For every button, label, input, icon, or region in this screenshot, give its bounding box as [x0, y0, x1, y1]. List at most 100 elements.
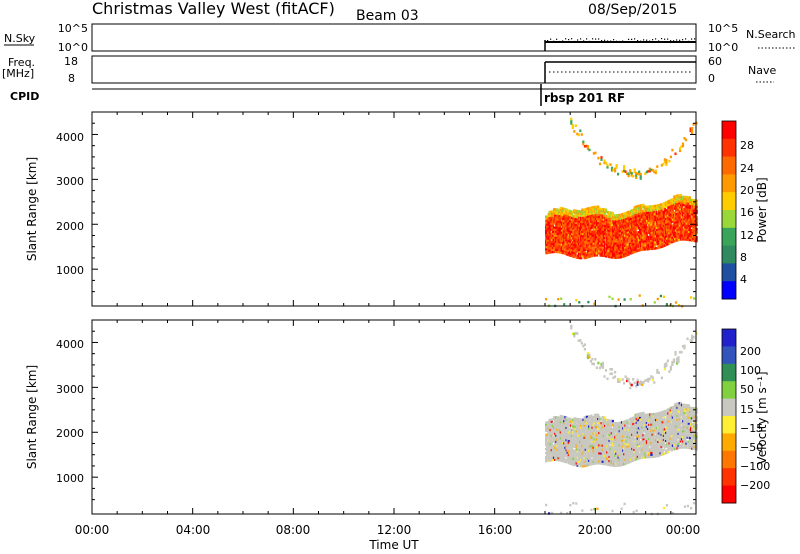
- range-gate-cell: [652, 237, 655, 240]
- range-gate-cell: [678, 236, 681, 239]
- range-gate-cell: [653, 213, 656, 216]
- range-gate-cell: [695, 205, 698, 208]
- range-gate-cell: [685, 216, 688, 219]
- range-gate-cell: [608, 233, 611, 236]
- range-gate-cell: [563, 425, 566, 429]
- range-gate-cell: [650, 427, 653, 430]
- range-gate-cell: [591, 440, 594, 443]
- range-gate-cell: [588, 215, 591, 218]
- range-gate-cell: [636, 247, 639, 250]
- range-gate-cell: [571, 214, 574, 217]
- range-gate-cell: [636, 449, 639, 452]
- range-gate-cell: [665, 205, 668, 208]
- range-gate-cell: [563, 303, 566, 306]
- range-gate-cell: [575, 226, 578, 229]
- range-gate-cell: [556, 416, 559, 419]
- range-gate-cell: [575, 434, 578, 437]
- range-gate-cell: [617, 218, 620, 221]
- range-gate-cell: [650, 433, 653, 436]
- range-gate-cell: [577, 218, 580, 221]
- range-gate-cell: [601, 452, 604, 455]
- range-gate-cell: [618, 227, 621, 231]
- range-gate-cell: [605, 420, 608, 424]
- range-gate-cell: [653, 221, 656, 224]
- range-gate-cell: [584, 210, 587, 213]
- range-gate-cell: [626, 217, 629, 220]
- range-gate-cell: [601, 232, 604, 235]
- range-gate-cell: [675, 223, 678, 226]
- range-gate-cell: [601, 226, 604, 229]
- range-gate-cell: [644, 450, 647, 453]
- range-gate-cell: [552, 428, 556, 431]
- range-gate-cell: [626, 245, 629, 248]
- range-gate-cell: [585, 144, 588, 148]
- range-gate-cell: [639, 416, 642, 419]
- range-gate-cell: [675, 225, 678, 228]
- range-gate-cell: [588, 239, 591, 242]
- range-gate-cell: [646, 451, 650, 455]
- range-gate-cell: [591, 460, 594, 464]
- range-gate-cell: [633, 432, 636, 435]
- range-gate-cell: [619, 457, 622, 461]
- range-gate-cell: [635, 235, 638, 239]
- range-gate-cell: [640, 412, 643, 415]
- range-gate-cell: [563, 232, 566, 235]
- range-gate-cell: [650, 449, 653, 452]
- range-gate-cell: [650, 215, 653, 218]
- range-gate-cell: [623, 426, 626, 429]
- range-gate-cell: [640, 448, 643, 451]
- range-gate-cell: [601, 422, 604, 425]
- range-gate-cell: [636, 209, 639, 212]
- range-gate-cell: [682, 195, 685, 199]
- range-gate-cell: [592, 442, 595, 445]
- range-gate-cell: [601, 420, 604, 423]
- range-gate-cell: [566, 441, 569, 444]
- range-gate-cell: [605, 449, 608, 452]
- range-gate-cell: [581, 244, 584, 248]
- range-gate-cell: [640, 212, 643, 215]
- range-gate-cell: [580, 444, 583, 448]
- range-gate-cell: [581, 232, 584, 236]
- range-gate-cell: [571, 251, 574, 254]
- range-gate-cell: [546, 219, 549, 222]
- range-gate-cell: [691, 217, 694, 220]
- range-gate-cell: [546, 223, 549, 226]
- range-gate-cell: [601, 450, 604, 453]
- range-gate-cell: [619, 217, 622, 220]
- range-gate-cell: [691, 204, 694, 208]
- range-gate-cell: [566, 249, 569, 252]
- range-gate-cell: [584, 234, 587, 237]
- range-gate-cell: [575, 431, 578, 435]
- range-gate-cell: [552, 244, 556, 247]
- range-gate-cell: [603, 159, 606, 162]
- range-gate-cell: [626, 459, 629, 462]
- range-gate-cell: [580, 432, 583, 435]
- range-gate-cell: [577, 464, 580, 468]
- range-gate-cell: [574, 419, 577, 422]
- range-gate-cell: [558, 436, 561, 440]
- range-gate-cell: [650, 209, 653, 212]
- range-gate-cell: [643, 425, 646, 429]
- range-gate-cell: [629, 171, 632, 174]
- range-gate-cell: [566, 217, 569, 220]
- range-gate-cell: [581, 242, 584, 246]
- freq-right-tick-bottom: 0: [708, 72, 715, 85]
- range-gate-cell: [685, 202, 688, 205]
- range-gate-cell: [688, 226, 691, 230]
- range-gate-cell: [577, 436, 580, 439]
- range-gate-cell: [580, 434, 583, 437]
- range-gate-cell: [635, 241, 638, 245]
- range-gate-cell: [614, 244, 617, 247]
- range-gate-cell: [559, 247, 562, 250]
- range-gate-cell: [635, 247, 638, 251]
- range-gate-cell: [653, 223, 656, 226]
- range-gate-cell: [601, 438, 604, 441]
- range-gate-cell: [622, 457, 625, 460]
- range-gate-cell: [629, 213, 633, 217]
- range-gate-cell: [554, 456, 557, 459]
- range-gate-cell: [609, 231, 612, 235]
- range-gate-cell: [690, 218, 693, 222]
- range-gate-cell: [549, 444, 552, 448]
- range-gate-cell: [589, 439, 592, 442]
- range-gate-cell: [653, 241, 656, 244]
